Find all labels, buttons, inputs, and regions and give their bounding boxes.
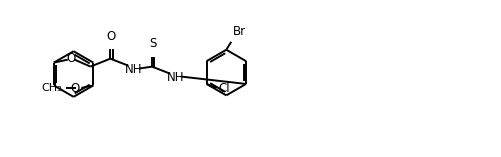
Text: Br: Br [233,25,246,38]
Text: NH: NH [167,71,184,84]
Text: O: O [70,82,80,95]
Text: O: O [66,52,75,65]
Text: NH: NH [125,63,143,76]
Text: CH₃: CH₃ [42,83,63,93]
Text: O: O [107,30,116,43]
Text: Cl: Cl [218,82,230,95]
Text: S: S [149,37,157,50]
